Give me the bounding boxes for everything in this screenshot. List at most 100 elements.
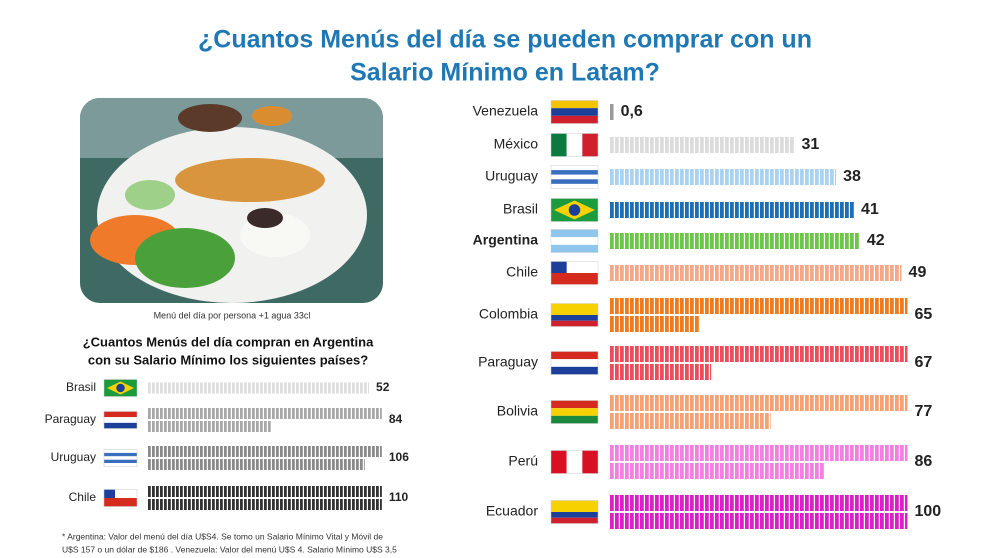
flag-part	[551, 415, 598, 424]
bar-row	[147, 421, 271, 432]
bar-row	[610, 463, 825, 479]
flag-part	[104, 456, 137, 460]
bar	[610, 298, 908, 332]
flag-part	[116, 383, 125, 393]
category-label: Chile	[69, 490, 97, 504]
category-label: Venezuela	[473, 103, 539, 119]
category-label: Uruguay	[51, 450, 96, 464]
bar-row	[610, 298, 908, 314]
value-label: 38	[843, 168, 861, 185]
value-label: 110	[389, 490, 409, 504]
flag-part	[551, 108, 598, 116]
flag-part	[104, 459, 137, 464]
flag-part	[104, 452, 137, 457]
flag-part	[550, 165, 599, 189]
flag	[550, 303, 599, 327]
flag-part	[551, 183, 598, 189]
bar-row	[147, 408, 382, 419]
bar	[610, 445, 908, 479]
flag-part	[550, 351, 599, 375]
bar-row	[610, 265, 902, 281]
bar-row	[610, 395, 908, 411]
category-label: Bolivia	[497, 403, 538, 419]
flag-part	[551, 179, 598, 184]
flag-part	[550, 450, 599, 474]
flag-part	[551, 351, 598, 360]
category-label: Chile	[506, 264, 538, 280]
value-label: 49	[909, 264, 927, 281]
subchart-title: ¿Cuantos Menús del día compran en Argent…	[83, 334, 374, 349]
flag	[550, 500, 599, 524]
photo-caption: Menú del día por persona +1 agua 33cl	[154, 310, 311, 320]
value-label: 77	[915, 403, 933, 420]
flag-part	[551, 237, 598, 245]
bar-row	[610, 364, 712, 380]
bar	[610, 169, 837, 185]
bar-row	[147, 446, 382, 457]
flag-part	[551, 320, 598, 327]
flag-part	[566, 450, 583, 474]
bar	[147, 382, 370, 394]
flag-part	[551, 133, 567, 157]
bar-row	[610, 169, 837, 185]
flag-part	[551, 359, 598, 367]
value-label: 52	[376, 380, 390, 394]
category-label: Paraguay	[45, 412, 96, 426]
flag-part	[551, 165, 598, 171]
bar	[610, 137, 795, 153]
bar	[610, 265, 902, 281]
bar-row	[610, 346, 908, 362]
flag-part	[103, 489, 138, 507]
flag	[550, 198, 599, 222]
value-label: 42	[867, 232, 885, 249]
flag-part	[566, 133, 583, 157]
flag-part	[104, 489, 137, 498]
flag-part	[551, 174, 598, 180]
category-label: Uruguay	[485, 168, 538, 184]
bar-row	[610, 202, 854, 218]
bar-row	[147, 499, 382, 510]
category-label: México	[494, 136, 539, 152]
flag-part	[568, 204, 581, 216]
bar-row	[147, 459, 365, 470]
flag	[550, 261, 599, 285]
bar-row	[610, 233, 860, 249]
bar-row	[147, 486, 382, 497]
flag-part	[551, 512, 598, 518]
bar-row	[610, 445, 908, 461]
flag-part	[551, 408, 598, 416]
value-label: 65	[915, 306, 933, 323]
bar	[610, 495, 908, 529]
bar-row	[610, 104, 614, 120]
category-label: Argentina	[473, 232, 539, 248]
flag-part	[550, 261, 599, 285]
flag-part	[104, 411, 137, 418]
flag-part	[551, 229, 598, 238]
flag	[103, 489, 138, 507]
flag-part	[551, 261, 598, 273]
bar	[610, 202, 854, 218]
flag	[103, 411, 138, 429]
category-label: Ecuador	[486, 503, 538, 519]
bar	[147, 446, 382, 470]
flag	[550, 165, 599, 189]
value-label: 86	[915, 453, 933, 470]
flag-part	[551, 100, 598, 109]
flag-part	[550, 133, 599, 157]
flag-part	[103, 411, 138, 429]
bar	[147, 486, 382, 510]
category-label: Colombia	[479, 306, 538, 322]
flag-part	[104, 422, 137, 429]
bar	[610, 346, 908, 380]
flag	[550, 229, 599, 253]
category-label: Perú	[508, 453, 538, 469]
bar-row	[610, 137, 795, 153]
bar-row	[610, 513, 908, 529]
flag	[550, 351, 599, 375]
flag-part	[550, 198, 599, 222]
value-label: 67	[915, 354, 933, 371]
category-label: Brasil	[66, 380, 96, 394]
flag-part	[551, 500, 598, 512]
flag-part	[551, 517, 598, 524]
